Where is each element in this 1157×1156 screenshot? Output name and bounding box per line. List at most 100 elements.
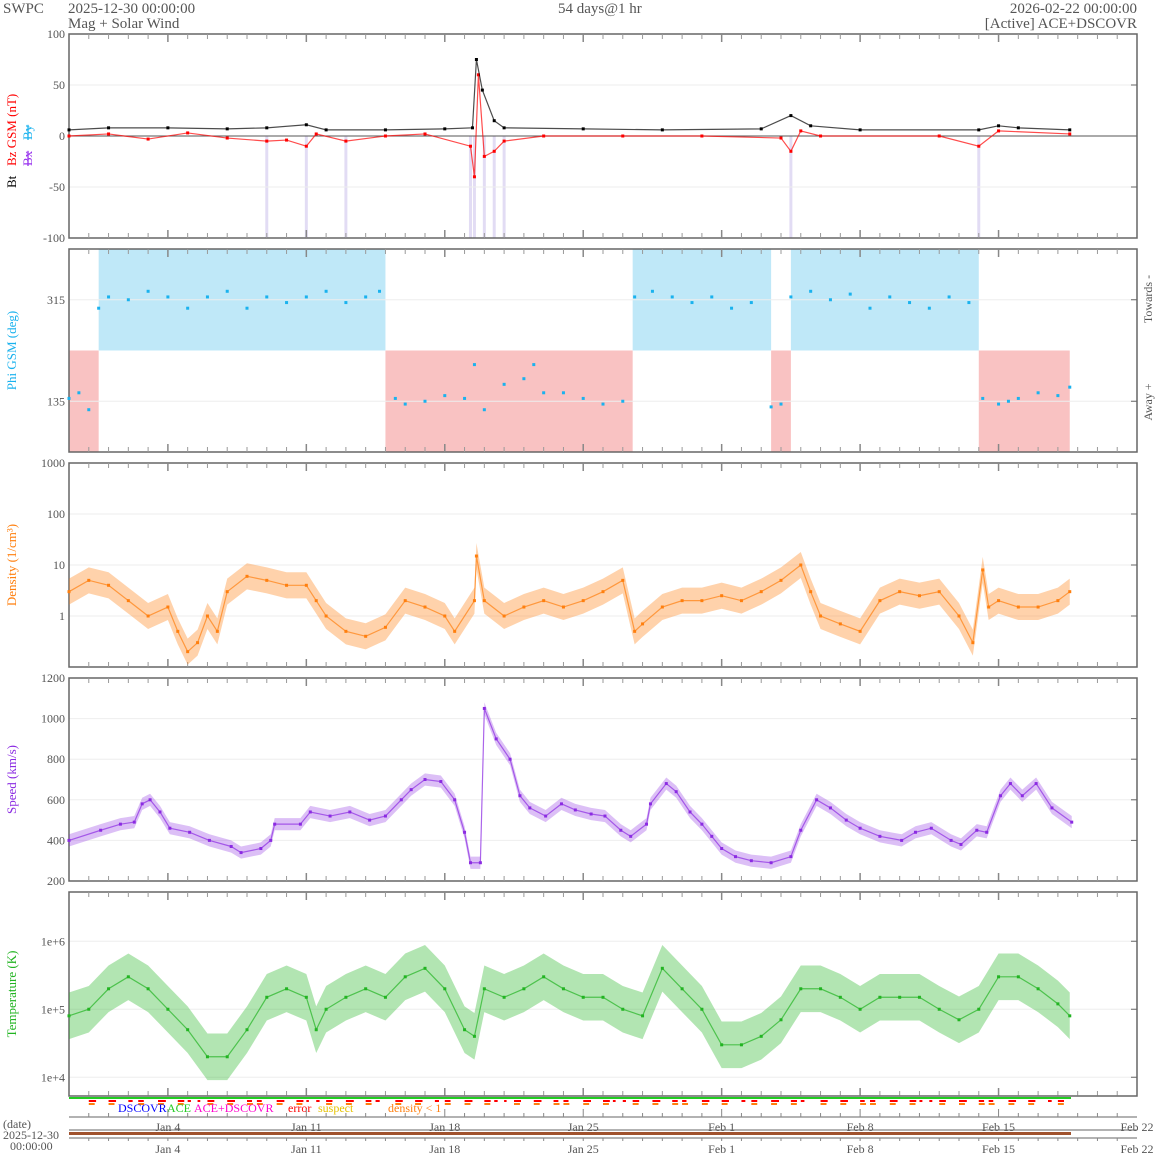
bt-point bbox=[660, 128, 664, 132]
bt-point bbox=[1016, 126, 1020, 130]
speed-point bbox=[900, 838, 904, 842]
phi-point bbox=[285, 301, 289, 305]
bt-point bbox=[265, 126, 269, 130]
speed-point bbox=[259, 847, 263, 851]
phi-point bbox=[1006, 399, 1010, 403]
speed-point bbox=[132, 820, 136, 824]
bz-label: Bz GSM (nT) bbox=[4, 94, 19, 166]
phi-point bbox=[868, 306, 872, 310]
density-point bbox=[285, 583, 289, 587]
speed-point bbox=[298, 822, 302, 826]
temperature-point bbox=[344, 995, 348, 999]
density-point bbox=[542, 599, 546, 603]
temperature-point bbox=[107, 987, 111, 991]
temperature-point bbox=[522, 987, 526, 991]
phi-point bbox=[205, 295, 209, 299]
y-tick-label: 1200 bbox=[41, 671, 65, 685]
density-point bbox=[423, 605, 427, 609]
phi-point bbox=[344, 301, 348, 305]
y-tick-label: 1e+4 bbox=[41, 1070, 65, 1084]
phi-point bbox=[967, 301, 971, 305]
phi-point bbox=[245, 306, 249, 310]
phi-point bbox=[146, 289, 150, 293]
time-span: 54 days@1 hr bbox=[558, 1, 642, 17]
y-tick-label: 800 bbox=[47, 752, 65, 766]
bz-point bbox=[472, 175, 476, 179]
date-axis-label: (date) bbox=[3, 1117, 31, 1131]
temperature-point bbox=[660, 966, 664, 970]
density-point bbox=[739, 599, 743, 603]
density-point bbox=[502, 614, 506, 618]
speed-point bbox=[789, 855, 793, 859]
density-point bbox=[601, 590, 605, 594]
temperature-point bbox=[680, 987, 684, 991]
y-tick-label: 100 bbox=[47, 27, 65, 41]
density-point bbox=[186, 650, 190, 654]
bz-point bbox=[423, 132, 427, 136]
bz-point bbox=[700, 134, 704, 138]
density-point bbox=[633, 629, 637, 633]
temperature-point bbox=[186, 1028, 190, 1032]
legend-ace: ACE bbox=[167, 1101, 191, 1115]
speed-point bbox=[913, 830, 917, 834]
temperature-point bbox=[997, 975, 1001, 979]
speed-point bbox=[985, 830, 989, 834]
phi-point bbox=[947, 295, 951, 299]
bt-point bbox=[581, 127, 585, 131]
phi-point bbox=[789, 295, 793, 299]
speed-point bbox=[559, 802, 563, 806]
density-point bbox=[799, 563, 803, 567]
speed-point bbox=[423, 778, 427, 781]
phi-point bbox=[581, 396, 585, 400]
bt-point bbox=[502, 126, 506, 130]
polarity-label: Away + bbox=[1141, 383, 1155, 421]
bz-point bbox=[67, 134, 71, 138]
bt-line bbox=[68, 59, 1070, 131]
temperature-point bbox=[166, 1007, 170, 1011]
bz-point bbox=[789, 149, 793, 153]
density-line bbox=[68, 555, 1071, 653]
density-point bbox=[700, 599, 704, 603]
phi-point bbox=[364, 295, 368, 299]
speed-point bbox=[815, 798, 819, 802]
origin-date: 2025-12-30 bbox=[3, 1128, 59, 1142]
phi-point bbox=[633, 295, 637, 299]
density-point bbox=[324, 614, 328, 618]
density-point bbox=[314, 599, 318, 603]
y-tick-label: 315 bbox=[47, 293, 65, 307]
temperature-point bbox=[878, 995, 882, 999]
temperature-point bbox=[759, 1034, 763, 1038]
speed-point bbox=[368, 818, 372, 822]
density-point bbox=[176, 629, 180, 633]
bt-point bbox=[474, 58, 478, 61]
phi-point bbox=[779, 402, 783, 406]
bt-point bbox=[858, 128, 862, 132]
speed-point bbox=[229, 844, 233, 848]
date-tick-label: Feb 1 bbox=[708, 1142, 735, 1156]
temperature-point bbox=[324, 1007, 328, 1011]
phi-point bbox=[927, 306, 931, 310]
temperature-point bbox=[937, 1007, 941, 1011]
date-tick-label: Feb 15 bbox=[982, 1120, 1015, 1134]
coverage-bar bbox=[69, 1132, 1071, 1135]
temperature-point bbox=[621, 1007, 625, 1011]
temperature-point bbox=[205, 1055, 209, 1059]
temperature-point bbox=[700, 1007, 704, 1011]
temperature-point bbox=[957, 1018, 961, 1022]
speed-point bbox=[688, 810, 692, 814]
density-point bbox=[838, 622, 842, 626]
density-point bbox=[917, 594, 921, 598]
temperature-point bbox=[977, 1007, 981, 1011]
legend-ace-dscovr: ACE+DSCOVR bbox=[194, 1101, 273, 1115]
bz-point bbox=[186, 131, 190, 135]
density-point bbox=[858, 629, 862, 633]
phi-point bbox=[848, 292, 852, 296]
speed-point bbox=[844, 818, 848, 822]
y-axis-label: Speed (km/s) bbox=[4, 745, 19, 814]
phi-point bbox=[67, 396, 71, 400]
bt-point bbox=[997, 124, 1001, 128]
density-point bbox=[472, 599, 476, 603]
bz-line bbox=[68, 74, 1070, 177]
speed-point bbox=[67, 838, 71, 842]
temperature-point bbox=[126, 975, 130, 979]
